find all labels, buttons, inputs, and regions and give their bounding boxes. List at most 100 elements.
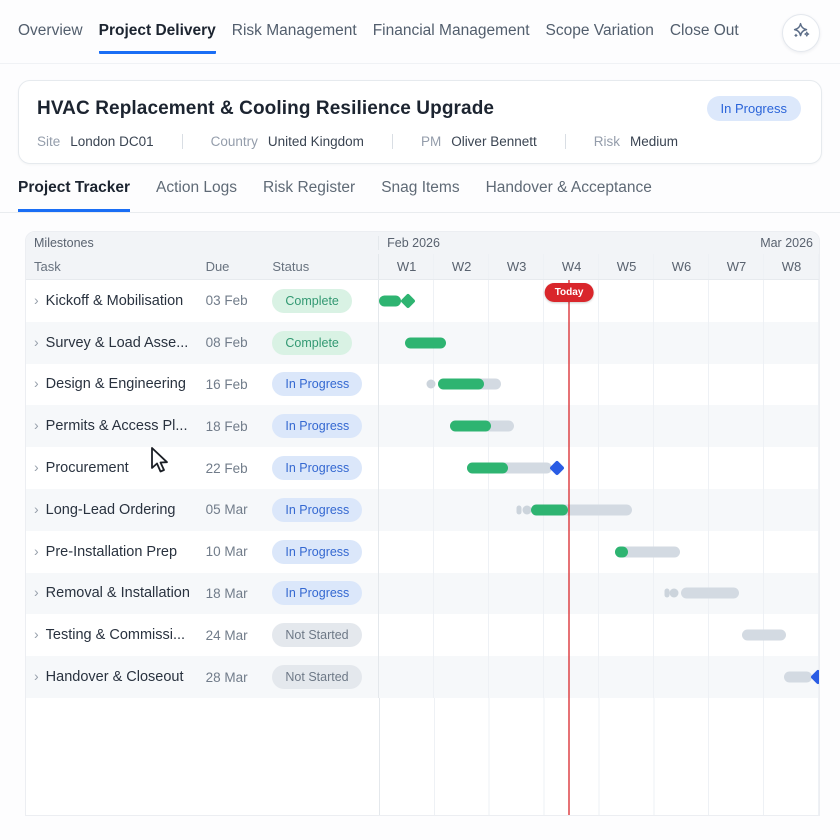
gantt-bar-cell[interactable]	[378, 530, 819, 573]
gantt-bar-track[interactable]	[531, 504, 633, 516]
expand-chevron-icon[interactable]: ›	[34, 669, 39, 685]
status-badge: Complete	[272, 288, 352, 313]
task-name: Permits & Access Pl...	[45, 418, 188, 435]
task-name: Removal & Installation	[45, 585, 190, 602]
task-row[interactable]: › Long-Lead Ordering 05 Mar In Progress	[26, 488, 819, 531]
expand-chevron-icon[interactable]: ›	[34, 543, 39, 559]
tab-risk-register[interactable]: Risk Register	[263, 179, 356, 196]
expand-chevron-icon[interactable]: ›	[34, 418, 39, 434]
column-header-due: Due	[205, 259, 230, 274]
status-badge: Not Started	[272, 665, 362, 690]
task-due: 18 Mar	[205, 585, 248, 601]
expand-chevron-icon[interactable]: ›	[34, 376, 39, 392]
expand-chevron-icon[interactable]: ›	[34, 501, 39, 517]
project-status-badge: In Progress	[706, 96, 801, 121]
meta-divider	[181, 134, 183, 149]
gantt-body: › Kickoff & Mobilisation 03 Feb Complete …	[26, 280, 819, 815]
gantt-bar-progress[interactable]	[531, 504, 569, 516]
column-header-task: Task	[34, 259, 61, 274]
milestone-diamond-icon[interactable]	[400, 293, 416, 309]
meta-value-site: London DC01	[70, 134, 154, 149]
task-row[interactable]: › Procurement 22 Feb In Progress	[26, 447, 819, 489]
nav-item-scope-variation[interactable]: Scope Variation	[545, 22, 654, 39]
task-row[interactable]: › Permits & Access Pl... 18 Feb In Progre…	[26, 405, 819, 448]
nav-item-overview[interactable]: Overview	[18, 22, 83, 39]
gantt-bar-cell[interactable]	[378, 280, 819, 322]
status-badge: In Progress	[272, 456, 363, 481]
gantt-header: Milestones Feb 2026 Mar 2026 Task Due St…	[26, 232, 819, 280]
milestone-diamond-icon[interactable]	[549, 460, 566, 476]
gantt-bar-cell[interactable]	[378, 363, 819, 406]
task-row[interactable]: › Design & Engineering 16 Feb In Progress	[26, 363, 819, 406]
meta-value-risk: Medium	[629, 134, 678, 149]
gantt-lead-dot	[664, 588, 670, 598]
gantt-bar-cell[interactable]	[378, 614, 819, 657]
tab-project-tracker[interactable]: Project Tracker	[18, 179, 131, 212]
milestone-diamond-icon[interactable]	[810, 669, 819, 685]
tab-handover-acceptance[interactable]: Handover & Acceptance	[485, 179, 652, 196]
gantt-bar-cell[interactable]	[378, 321, 819, 364]
gantt-lead-dot	[522, 505, 532, 515]
task-due: 08 Feb	[205, 335, 248, 351]
task-row[interactable]: › Removal & Installation 18 Mar In Progre…	[26, 572, 819, 615]
tab-snag-items[interactable]: Snag Items	[381, 179, 460, 196]
project-meta-row: Site London DC01 Country United Kingdom …	[37, 134, 801, 149]
task-row[interactable]: › Pre-Installation Prep 10 Mar In Progres…	[26, 530, 819, 573]
gantt-bar-track[interactable]	[680, 587, 740, 599]
task-name: Testing & Commissi...	[45, 627, 186, 644]
task-due: 28 Mar	[205, 669, 248, 685]
nav-item-financial-management[interactable]: Financial Management	[372, 22, 530, 39]
task-name: Survey & Load Asse...	[45, 334, 189, 351]
week-header: W1	[396, 259, 417, 274]
gantt-bar-cell[interactable]	[378, 572, 819, 615]
task-name: Kickoff & Mobilisation	[45, 292, 184, 309]
month-label-mar: Mar 2026	[760, 236, 813, 250]
ai-assistant-button[interactable]	[782, 14, 820, 52]
column-header-status: Status	[272, 259, 310, 274]
gantt-bar-progress[interactable]	[614, 546, 629, 558]
gantt-bar-cell[interactable]	[378, 447, 819, 489]
nav-item-project-delivery[interactable]: Project Delivery	[98, 22, 216, 54]
task-row[interactable]: › Testing & Commissi... 24 Mar Not Starte…	[26, 614, 819, 657]
status-badge: Not Started	[272, 623, 362, 648]
expand-chevron-icon[interactable]: ›	[34, 292, 39, 308]
meta-value-country: United Kingdom	[267, 134, 364, 149]
status-badge: In Progress	[272, 372, 363, 397]
status-badge: In Progress	[272, 497, 363, 522]
expand-chevron-icon[interactable]: ›	[34, 334, 39, 350]
gantt-bar-cell[interactable]	[378, 405, 819, 448]
project-summary-card: HVAC Replacement & Cooling Resilience Up…	[18, 80, 822, 164]
nav-item-close-out[interactable]: Close Out	[669, 22, 739, 39]
task-row[interactable]: › Kickoff & Mobilisation 03 Feb Complete	[26, 280, 819, 322]
gantt-bar-progress[interactable]	[379, 295, 402, 307]
gantt-bar-progress[interactable]	[449, 420, 491, 432]
sub-tabs: Project Tracker Action Logs Risk Registe…	[0, 179, 840, 213]
expand-chevron-icon[interactable]: ›	[34, 460, 39, 476]
top-navigation: Overview Project Delivery Risk Managemen…	[0, 0, 840, 64]
week-header: W8	[781, 259, 802, 274]
task-due: 16 Feb	[205, 376, 248, 392]
expand-chevron-icon[interactable]: ›	[34, 585, 39, 601]
task-due: 03 Feb	[205, 293, 248, 309]
status-badge: In Progress	[272, 581, 363, 606]
gantt-bar-cell[interactable]	[378, 488, 819, 531]
gantt-bar-track[interactable]	[466, 462, 553, 474]
task-name: Procurement	[45, 460, 129, 477]
task-due: 24 Mar	[205, 627, 248, 643]
week-header-row: W1 W2 W3 W4 W5 W6 W7 W8	[378, 254, 819, 279]
task-row[interactable]: › Handover & Closeout 28 Mar Not Started	[26, 656, 819, 698]
meta-label-country: Country	[210, 134, 258, 149]
gantt-panel: Milestones Feb 2026 Mar 2026 Task Due St…	[25, 231, 820, 816]
gantt-bar-track[interactable]	[784, 671, 812, 683]
tab-action-logs[interactable]: Action Logs	[156, 179, 238, 196]
expand-chevron-icon[interactable]: ›	[34, 627, 39, 643]
gantt-bar-track[interactable]	[614, 546, 681, 558]
gantt-bar-track[interactable]	[741, 629, 787, 641]
task-due: 22 Feb	[205, 460, 248, 476]
gantt-bar-cell[interactable]	[378, 656, 819, 698]
gantt-bar-progress[interactable]	[405, 337, 446, 349]
gantt-bar-progress[interactable]	[466, 462, 508, 474]
nav-item-risk-management[interactable]: Risk Management	[231, 22, 357, 39]
gantt-bar-progress[interactable]	[437, 378, 485, 390]
task-row[interactable]: › Survey & Load Asse... 08 Feb Complete	[26, 321, 819, 364]
